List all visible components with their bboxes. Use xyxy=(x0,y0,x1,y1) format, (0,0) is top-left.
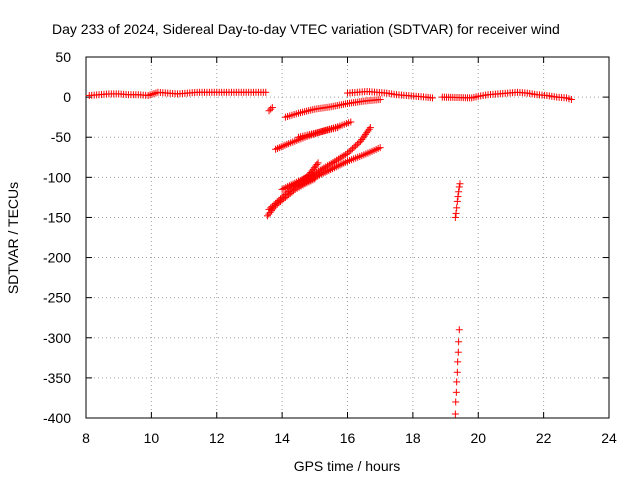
y-tick-label: 50 xyxy=(55,49,71,65)
data-point xyxy=(290,187,298,195)
data-point xyxy=(311,175,319,183)
data-point xyxy=(344,149,351,157)
data-point xyxy=(454,348,462,356)
data-point xyxy=(455,326,463,334)
data-point xyxy=(267,105,275,113)
data-points xyxy=(85,87,575,418)
data-point xyxy=(567,96,575,104)
x-tick-label: 22 xyxy=(536,430,552,446)
x-tick-label: 20 xyxy=(470,430,486,446)
data-point xyxy=(333,156,341,164)
data-point xyxy=(428,94,436,102)
data-point xyxy=(334,155,342,163)
data-point xyxy=(327,160,335,168)
x-tick-label: 24 xyxy=(601,430,617,446)
data-point xyxy=(454,358,462,366)
data-point xyxy=(454,193,462,201)
data-point xyxy=(456,180,464,188)
chart-title: Day 233 of 2024, Sidereal Day-to-day VTE… xyxy=(52,21,560,37)
data-point xyxy=(320,164,328,172)
x-tick-label: 10 xyxy=(144,430,160,446)
x-tick-label: 12 xyxy=(209,430,225,446)
x-tick-label: 16 xyxy=(340,430,356,446)
y-tick-label: -200 xyxy=(43,250,71,266)
data-point xyxy=(376,96,384,104)
data-point xyxy=(278,185,286,193)
data-point xyxy=(452,398,460,406)
data-point xyxy=(355,139,363,147)
data-point xyxy=(453,378,461,386)
x-axis-title: GPS time / hours xyxy=(294,458,401,474)
data-point xyxy=(376,144,384,152)
data-point xyxy=(313,160,321,168)
data-point xyxy=(353,140,361,148)
y-tick-label: -400 xyxy=(43,410,71,426)
axis-ticks xyxy=(85,56,610,419)
data-point xyxy=(329,159,337,167)
y-tick-label: -100 xyxy=(43,169,71,185)
data-point xyxy=(347,146,355,154)
y-tick-label: 0 xyxy=(63,89,71,105)
data-point xyxy=(455,338,463,346)
data-point xyxy=(455,188,463,196)
grid xyxy=(86,57,609,418)
data-point xyxy=(347,118,355,126)
data-point xyxy=(452,388,460,396)
data-point xyxy=(334,124,342,132)
data-point xyxy=(325,161,333,169)
data-point xyxy=(348,145,356,153)
y-tick-label: -350 xyxy=(43,370,71,386)
data-point xyxy=(350,143,358,151)
y-tick-label: -300 xyxy=(43,330,71,346)
data-point xyxy=(365,125,373,133)
data-point xyxy=(265,107,273,115)
data-point xyxy=(338,153,346,161)
data-point xyxy=(451,213,459,221)
data-point xyxy=(314,159,322,167)
data-point xyxy=(453,204,461,212)
y-tick-label: -50 xyxy=(51,129,71,145)
x-axis-tick-labels: 8 10 12 14 16 18 20 22 24 xyxy=(82,430,617,446)
data-point xyxy=(262,88,270,96)
data-point xyxy=(340,152,348,160)
x-tick-label: 8 xyxy=(82,430,90,446)
data-point xyxy=(452,209,460,217)
data-point xyxy=(318,165,326,173)
data-point xyxy=(352,142,360,150)
data-point xyxy=(453,197,461,205)
x-tick-label: 18 xyxy=(405,430,421,446)
data-point xyxy=(324,162,332,170)
data-point xyxy=(455,183,463,191)
data-point xyxy=(451,410,459,418)
data-point xyxy=(314,167,322,175)
data-point xyxy=(331,157,339,165)
y-axis-title: SDTVAR / TECUs xyxy=(5,182,21,294)
y-tick-label: -250 xyxy=(43,290,71,306)
x-tick-label: 14 xyxy=(274,430,290,446)
data-point xyxy=(270,203,278,211)
data-point xyxy=(322,163,330,171)
data-point xyxy=(282,184,290,192)
data-point xyxy=(316,166,324,174)
y-axis-tick-labels: 50 0 -50 -100 -150 -200 -250 -300 -350 -400 xyxy=(43,49,71,426)
data-point xyxy=(345,148,353,156)
y-tick-label: -150 xyxy=(43,209,71,225)
data-point xyxy=(366,124,374,132)
data-point xyxy=(280,184,288,192)
data-point xyxy=(336,154,344,162)
data-point xyxy=(268,104,276,112)
data-point xyxy=(453,368,461,376)
